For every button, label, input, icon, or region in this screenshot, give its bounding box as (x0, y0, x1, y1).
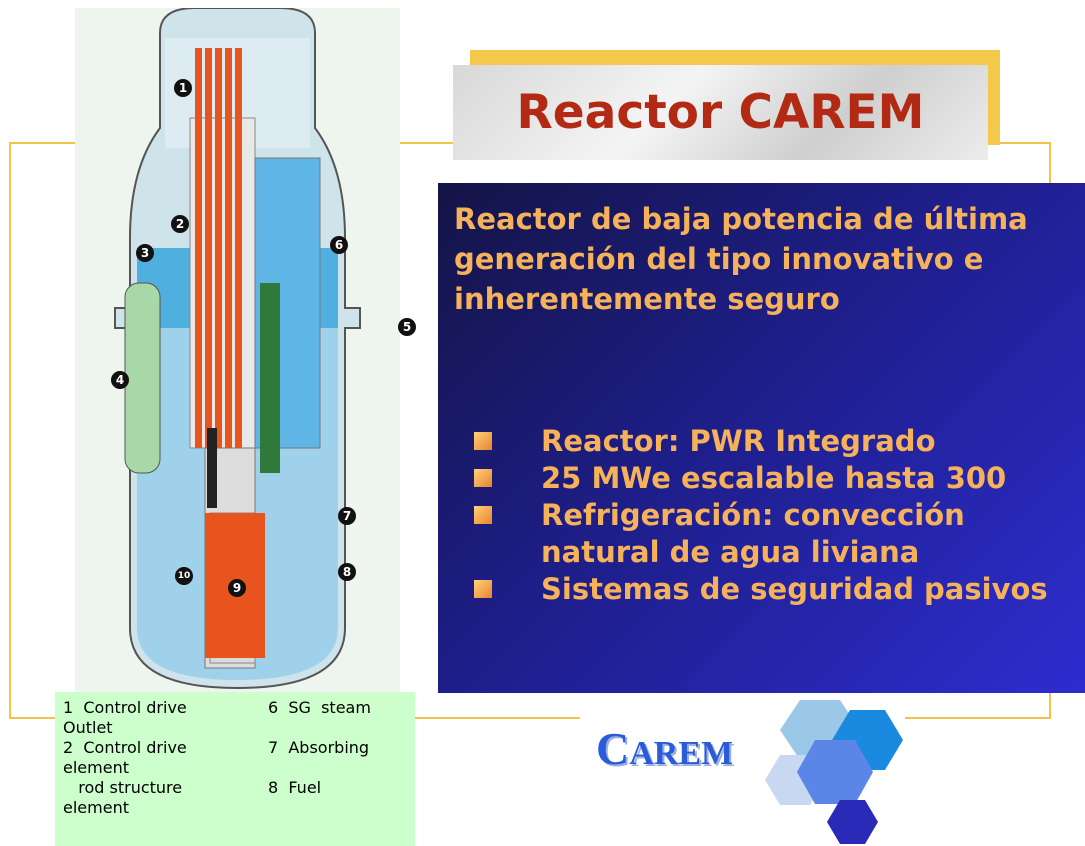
legend-right: 6 SG steam (268, 698, 371, 717)
text-panel: Reactor de baja potencia de última gener… (438, 183, 1085, 693)
callout: 10 (175, 567, 193, 585)
legend-right: 8 Fuel (268, 778, 322, 797)
legend-left: element (63, 798, 129, 817)
legend-left: Outlet (63, 718, 113, 737)
bullet-list: Reactor: PWR Integrado 25 MWe escalable h… (474, 423, 1074, 608)
callout: 1 (174, 79, 192, 97)
callout: 7 (338, 507, 356, 525)
callout: 8 (338, 563, 356, 581)
callout: 6 (330, 236, 348, 254)
legend-row: rod structure 8 Fuel (63, 778, 415, 798)
legend-left: 1 Control drive (63, 698, 187, 717)
legend-left: element (63, 758, 129, 777)
callout: 3 (136, 244, 154, 262)
logo-hexagons (765, 700, 903, 844)
legend-row: 2 Control drive 7 Absorbing (63, 738, 415, 758)
legend-left: rod structure (63, 778, 183, 797)
legend: 1 Control drive 6 SG steam Outlet 2 Control… (55, 692, 415, 846)
bullet: Sistemas de seguridad pasivos (474, 571, 1074, 608)
legend-row: Outlet (63, 718, 415, 738)
legend-row: element (63, 798, 415, 818)
bullet: Reactor: PWR Integrado (474, 423, 1074, 460)
legend-right: 7 Absorbing (268, 738, 370, 757)
bullet: Refrigeración: convección natural de agu… (474, 497, 1074, 571)
callout: 2 (171, 215, 189, 233)
legend-row: 1 Control drive 6 SG steam (63, 698, 415, 718)
callout: 4 (111, 371, 129, 389)
description: Reactor de baja potencia de última gener… (454, 202, 1028, 316)
callout: 5 (398, 318, 416, 336)
callout: 9 (228, 579, 246, 597)
legend-left: 2 Control drive (63, 738, 187, 757)
logo-text: CAREM (596, 723, 734, 774)
legend-row: element (63, 758, 415, 778)
title: Reactor CAREM (453, 65, 988, 160)
reactor-diagram (75, 8, 400, 692)
bullet: 25 MWe escalable hasta 300 (474, 460, 1074, 497)
